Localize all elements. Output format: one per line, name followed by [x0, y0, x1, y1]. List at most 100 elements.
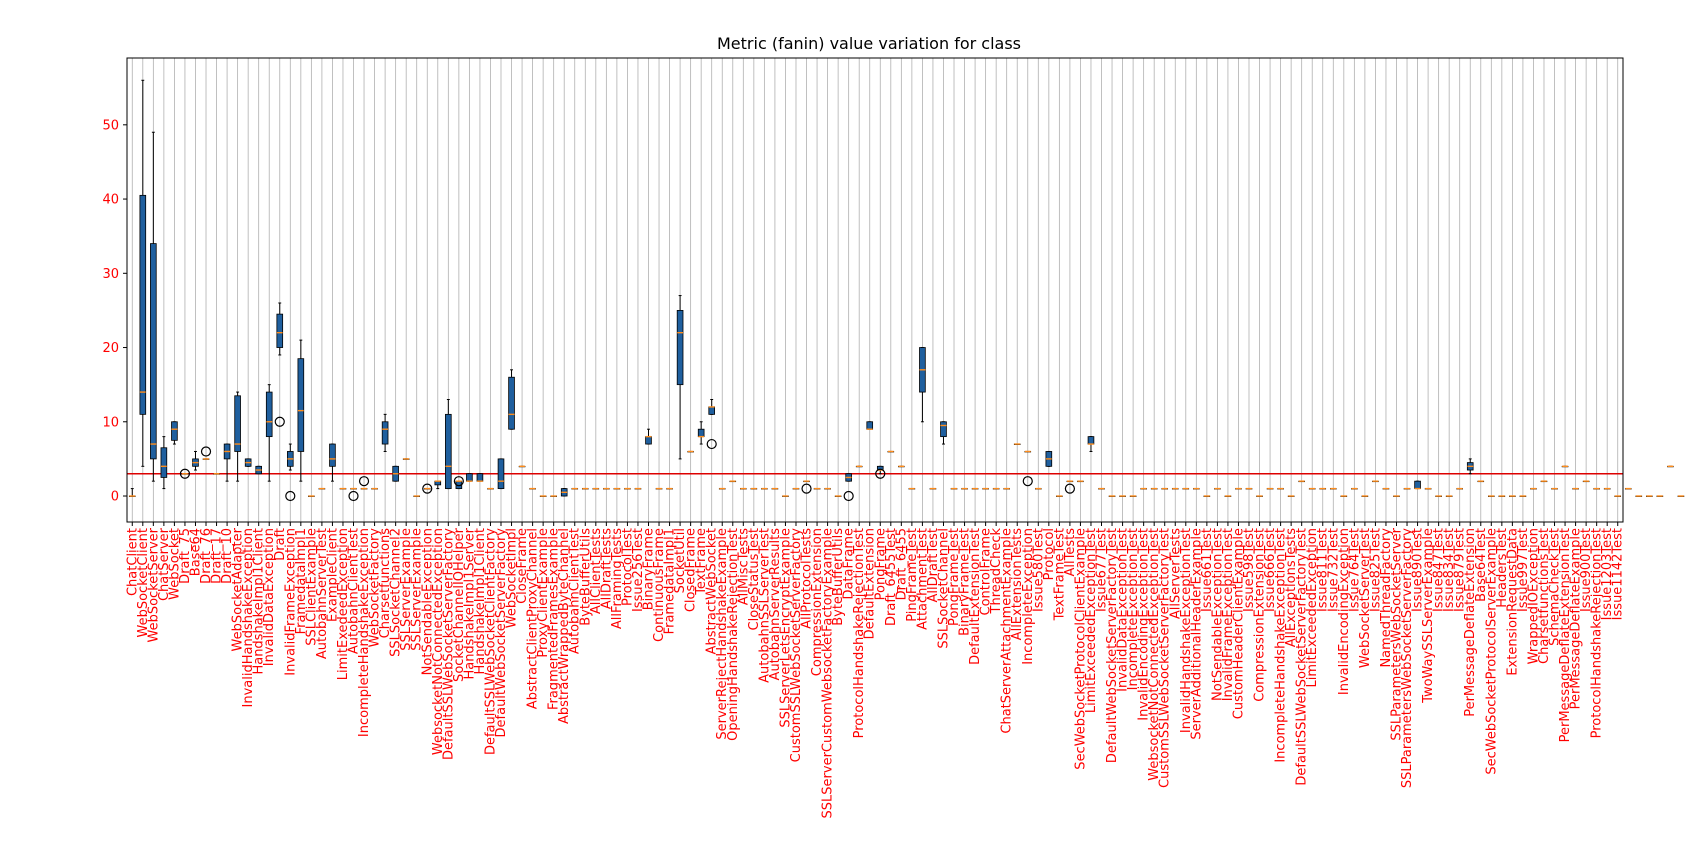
box-group-58: [740, 487, 747, 490]
box-group-100: [1182, 487, 1190, 490]
x-tick-label: SecWebSocketProtocolServerExample: [1484, 528, 1499, 775]
x-tick-label: Issue764Test: [1347, 528, 1362, 612]
box-group-132: [1519, 495, 1527, 497]
box-group-117: [1361, 495, 1369, 497]
x-tick-label: InvalidHandshakeException: [241, 528, 256, 707]
x-tick-label: InvalidDataExceptionTest: [1116, 528, 1131, 692]
x-tick-label: DefaultExtensionTest: [968, 528, 983, 665]
box: [645, 436, 652, 445]
x-tick-label: Issue834Test: [1442, 528, 1457, 612]
box-group-103: [1214, 487, 1221, 490]
box-group-107: [1256, 495, 1263, 497]
box-group-23: [371, 487, 378, 490]
x-tick-label: Issue825Test: [1368, 528, 1383, 612]
box-group-49: [645, 428, 652, 445]
x-tick-label: WebSocketAdapter: [231, 527, 246, 651]
box: [445, 413, 452, 489]
box-group-51: [666, 487, 673, 490]
box-group-71: [875, 465, 886, 479]
x-tick-label: IncompleteHandshakeException: [357, 528, 372, 737]
box-group-64: [801, 480, 812, 494]
box-group-41: [560, 488, 568, 497]
box-group-144: [1646, 495, 1653, 497]
box: [940, 421, 947, 438]
box: [276, 313, 284, 348]
x-tick-label: DefaultWebSocketServerFactory: [494, 528, 509, 738]
box: [866, 421, 874, 430]
x-tick-label: ExtensionRequestData: [1505, 528, 1520, 676]
x-tick-label: ContinuousFrame: [652, 528, 667, 642]
x-tick-label: InvalidEncodingException: [1337, 528, 1352, 695]
x-tick-label: CustomSSLWebSocketServerFactoryTest: [1158, 528, 1173, 788]
box-layer: [128, 79, 1685, 502]
x-tick-label: LimitExedeedException: [336, 528, 351, 680]
x-tick-label: SocketChannelIOHelper: [452, 527, 467, 682]
box-group-26: [402, 458, 410, 460]
x-tick-label: ControlFrame: [979, 528, 994, 616]
outlier-point: [422, 483, 433, 494]
x-tick-label: PerMessageDeflateExample: [1569, 528, 1584, 709]
box-group-104: [1224, 495, 1232, 497]
x-tick-label: SSLServerLetsEncryptExample: [778, 528, 793, 728]
box: [234, 395, 241, 452]
x-tick-label: Protocol: [1042, 528, 1057, 580]
x-tick-label: FramedataImpl1: [294, 528, 309, 634]
box-group-42: [571, 487, 579, 490]
box-group-139: [1593, 487, 1600, 490]
x-tick-label: AutobahnServerResults: [768, 528, 783, 681]
box-group-28: [422, 483, 433, 494]
box-group-14: [274, 302, 285, 427]
box-group-70: [866, 421, 874, 430]
x-tick-label: Issue890Test: [1411, 528, 1426, 612]
x-tick-label: Draft_6455Test: [884, 528, 899, 626]
box-group-97: [1150, 487, 1158, 490]
box-group-76: [929, 487, 937, 490]
x-tick-label: LimitExceededException: [1305, 528, 1320, 688]
box-group-115: [1340, 495, 1348, 497]
x-tick-label: ChatServer: [157, 527, 172, 601]
box: [1087, 436, 1095, 445]
x-tick-label: SocketUtil: [673, 528, 688, 593]
box-group-33: [476, 473, 484, 482]
outlier-point: [200, 446, 212, 457]
x-tick-label: Draft_76: [199, 528, 214, 584]
x-tick-label: BinaryFrameTest: [958, 528, 973, 636]
x-tick-label: AbstractClientProxyChannel: [526, 528, 541, 709]
box: [497, 458, 505, 489]
box-group-127: [1466, 458, 1474, 475]
outlier-point: [285, 490, 296, 502]
y-tick-label: 0: [111, 490, 119, 505]
x-tick-label: Draft_10: [220, 528, 235, 584]
x-tick-label: Issue997Test: [1516, 528, 1531, 612]
box-group-80: [971, 487, 979, 490]
box-group-93: [1108, 495, 1116, 497]
x-tick-label: PingFrameTest: [905, 528, 920, 622]
x-tick-label: SSLServerExample: [410, 528, 425, 651]
plot-frame: [126, 57, 1624, 523]
box-group-146: [1667, 465, 1674, 468]
box-group-5: [179, 468, 191, 479]
box-group-27: [413, 495, 421, 497]
box-group-77: [940, 421, 947, 445]
x-tick-label: ChatServerAttachmentExample: [1000, 528, 1015, 734]
x-tick-label: Issue598Test: [1242, 528, 1257, 612]
box-group-59: [750, 487, 758, 490]
box-group-15: [285, 443, 296, 502]
x-tick-label: PerMessageDeflateExtensionTest: [1558, 528, 1573, 742]
box-group-129: [1488, 495, 1495, 497]
x-tick-label: DefaultExtension: [863, 528, 878, 639]
x-tick-label: Issue900Test: [1579, 528, 1594, 612]
x-tick-label: Issue256Test: [631, 528, 646, 612]
box-group-60: [761, 487, 768, 490]
x-tick-label: AllExtensionTests: [1010, 528, 1025, 641]
x-tick-label: AutobahnSSLServerTest: [757, 528, 772, 683]
box-group-44: [592, 487, 600, 490]
x-tick-label: InvalidFrameException: [283, 528, 298, 676]
x-tick-label: SSLServerExample: [399, 528, 414, 651]
x-tick-label: ChatClient: [125, 528, 140, 596]
x-tick-label: Issue732Test: [1326, 528, 1341, 612]
x-tick-label: AutobahnClientTest: [347, 528, 362, 654]
box-group-137: [1572, 487, 1579, 490]
box-group-112: [1308, 487, 1316, 490]
box: [160, 447, 168, 478]
